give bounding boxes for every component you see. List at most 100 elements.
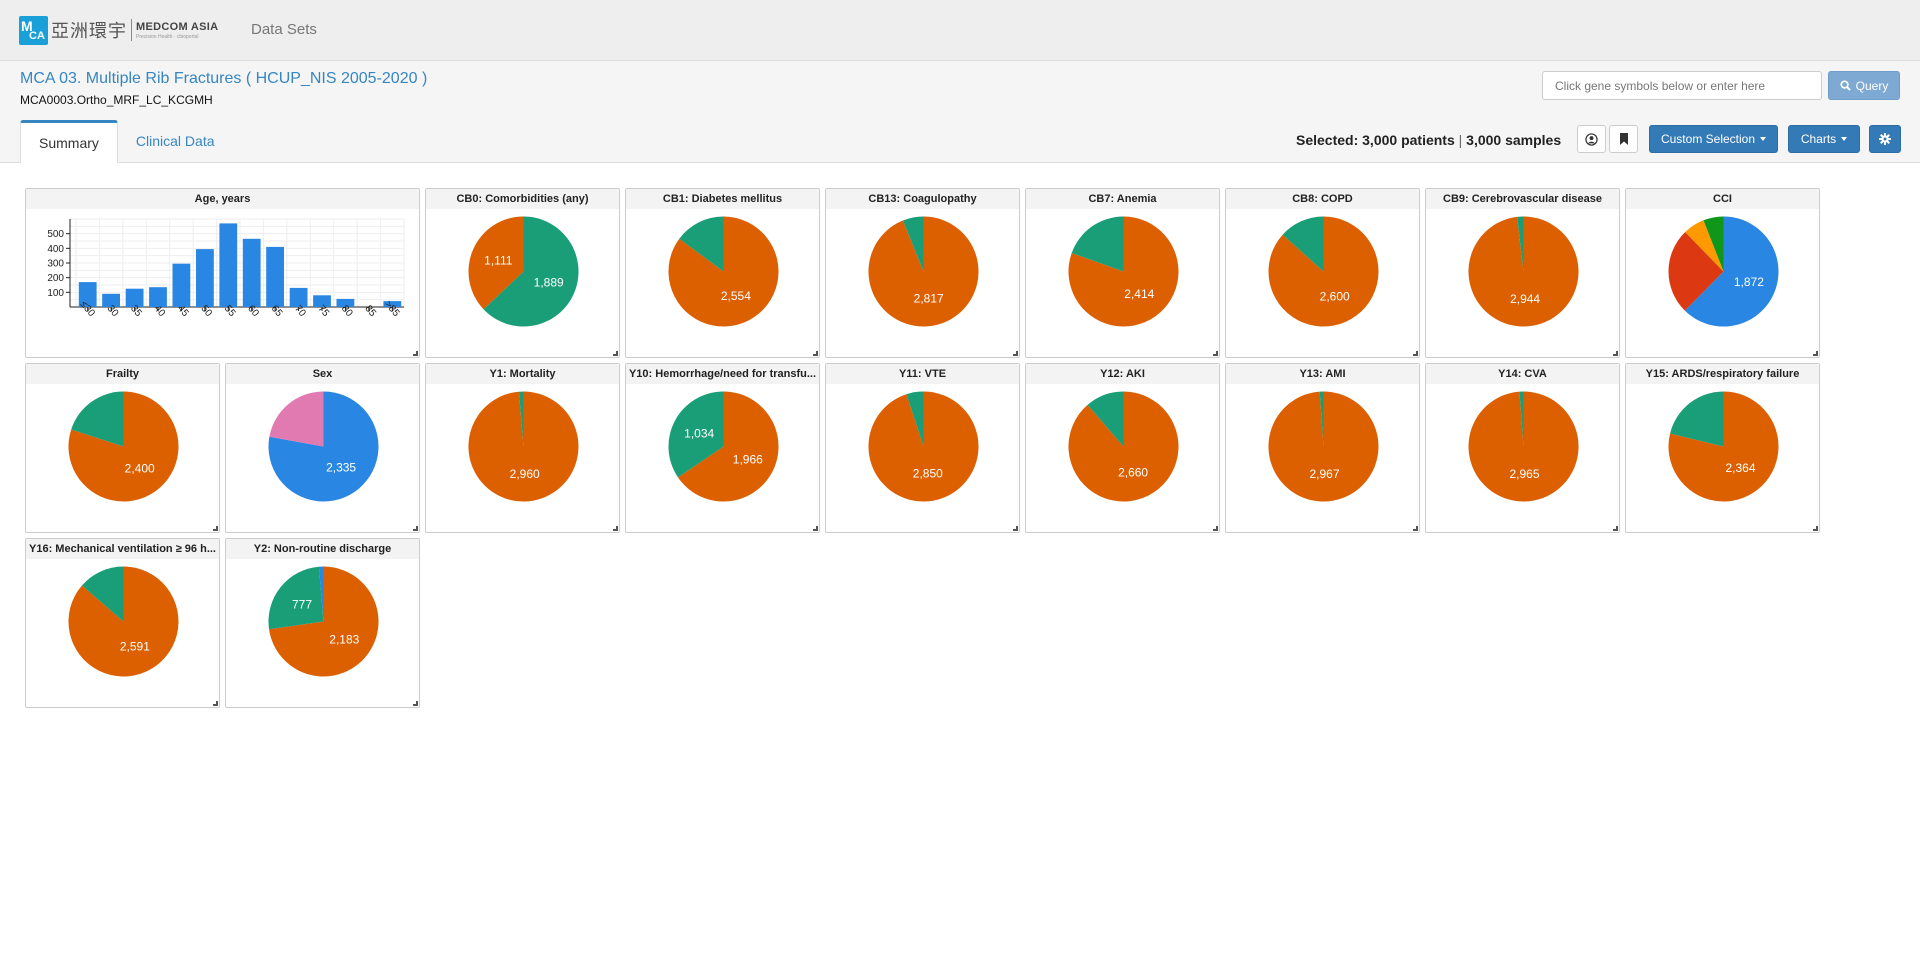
bar[interactable]: [196, 249, 214, 307]
pie-slice[interactable]: [1668, 232, 1724, 311]
bar[interactable]: [125, 288, 144, 307]
pie-slice[interactable]: [1685, 220, 1724, 272]
chart-card-cb0-comorbidities-any[interactable]: CB0: Comorbidities (any) 1,889 1,111: [425, 188, 620, 358]
bar[interactable]: [266, 246, 284, 307]
query-button[interactable]: Query: [1828, 71, 1900, 100]
chart-card-y12-aki[interactable]: Y12: AKI 2,660: [1025, 363, 1220, 533]
pie-chart[interactable]: 2,335: [268, 391, 379, 502]
pie-slice[interactable]: [269, 391, 324, 447]
pie-chart[interactable]: 1,872: [1668, 216, 1779, 327]
pie-slice[interactable]: [268, 391, 379, 502]
resize-handle-icon[interactable]: [1013, 351, 1018, 356]
pie-slice[interactable]: [1670, 391, 1724, 447]
resize-handle-icon[interactable]: [1613, 526, 1618, 531]
selected-patients[interactable]: 3,000 patients: [1362, 132, 1455, 148]
pie-slice[interactable]: [679, 216, 724, 272]
pie-slice[interactable]: [1517, 216, 1524, 272]
chart-card-cb9-cerebrovascular-disease[interactable]: CB9: Cerebrovascular disease 2,944: [1425, 188, 1620, 358]
pie-slice[interactable]: [1684, 216, 1779, 327]
pie-slice[interactable]: [68, 566, 179, 677]
resize-handle-icon[interactable]: [1213, 526, 1218, 531]
tab-summary[interactable]: Summary: [20, 120, 118, 163]
pie-slice[interactable]: [1282, 216, 1324, 272]
bar[interactable]: [219, 223, 238, 307]
pie-slice[interactable]: [71, 391, 124, 447]
pie-slice[interactable]: [902, 216, 924, 272]
resize-handle-icon[interactable]: [813, 351, 818, 356]
nav-data-sets-link[interactable]: Data Sets: [251, 21, 317, 38]
pie-slice[interactable]: [483, 216, 579, 327]
bar[interactable]: [383, 301, 402, 307]
pie-slice[interactable]: [677, 391, 779, 502]
pie-chart[interactable]: 2,183 777: [268, 566, 379, 677]
pie-chart[interactable]: 2,400: [68, 391, 179, 502]
pie-slice[interactable]: [1519, 391, 1524, 447]
chart-card-cb7-anemia[interactable]: CB7: Anemia 2,414: [1025, 188, 1220, 358]
pie-slice[interactable]: [1468, 391, 1579, 502]
chart-card-y11-vte[interactable]: Y11: VTE 2,850: [825, 363, 1020, 533]
charts-button[interactable]: Charts: [1788, 125, 1860, 153]
pie-chart[interactable]: 2,817: [868, 216, 979, 327]
study-title[interactable]: MCA 03. Multiple Rib Fractures ( HCUP_NI…: [20, 70, 428, 87]
pie-slice[interactable]: [1068, 391, 1179, 502]
chart-card-y1-mortality[interactable]: Y1: Mortality 2,960: [425, 363, 620, 533]
pie-slice[interactable]: [1319, 391, 1324, 447]
pie-slice[interactable]: [1268, 391, 1379, 502]
chart-card-sex[interactable]: Sex 2,335: [225, 363, 420, 533]
pie-chart[interactable]: 2,414: [1068, 216, 1179, 327]
pie-slice[interactable]: [1268, 216, 1379, 327]
pie-slice[interactable]: [318, 566, 324, 622]
pie-chart[interactable]: 2,944: [1468, 216, 1579, 327]
bar[interactable]: [242, 238, 261, 307]
medcom-asia-logo[interactable]: M CA 亞洲環宇 MEDCOM ASIA Precision Health · …: [19, 15, 218, 45]
pie-slice[interactable]: [518, 391, 524, 447]
pie-slice[interactable]: [68, 391, 179, 502]
resize-handle-icon[interactable]: [1013, 526, 1018, 531]
resize-handle-icon[interactable]: [813, 526, 818, 531]
chart-card-cb1-diabetes-mellitus[interactable]: CB1: Diabetes mellitus 2,554: [625, 188, 820, 358]
chart-card-y16-mechanical-ventilation-96-h[interactable]: Y16: Mechanical ventilation ≥ 96 h... 2,5…: [25, 538, 220, 708]
bar[interactable]: [313, 295, 331, 307]
selected-samples[interactable]: 3,000 samples: [1466, 132, 1562, 148]
resize-handle-icon[interactable]: [413, 351, 418, 356]
tab-clinical-data[interactable]: Clinical Data: [135, 133, 215, 149]
pie-slice[interactable]: [868, 391, 979, 502]
pie-slice[interactable]: [668, 216, 779, 327]
user-button[interactable]: [1577, 125, 1606, 153]
pie-chart[interactable]: 2,965: [1468, 391, 1579, 502]
pie-chart[interactable]: 2,591: [68, 566, 179, 677]
pie-slice[interactable]: [468, 391, 579, 502]
bar[interactable]: [172, 263, 191, 307]
pie-chart[interactable]: 2,850: [868, 391, 979, 502]
gene-query-input[interactable]: [1542, 71, 1822, 100]
pie-chart[interactable]: 2,660: [1068, 391, 1179, 502]
pie-chart[interactable]: 2,967: [1268, 391, 1379, 502]
chart-card-y15-ards-respiratory-failure[interactable]: Y15: ARDS/respiratory failure 2,364: [1625, 363, 1820, 533]
pie-slice[interactable]: [1087, 391, 1124, 447]
pie-slice[interactable]: [1703, 216, 1724, 272]
pie-chart[interactable]: 2,600: [1268, 216, 1379, 327]
resize-handle-icon[interactable]: [1813, 351, 1818, 356]
bar[interactable]: [102, 293, 120, 307]
pie-slice[interactable]: [1068, 216, 1179, 327]
bar[interactable]: [336, 298, 355, 307]
chart-card-age-years[interactable]: Age, years 100 200 300 400 500 ≤30 30 35 40 45 50 55…: [25, 188, 420, 358]
resize-handle-icon[interactable]: [1413, 526, 1418, 531]
resize-handle-icon[interactable]: [413, 526, 418, 531]
pie-slice[interactable]: [1071, 216, 1124, 272]
pie-chart[interactable]: 1,889 1,111: [468, 216, 579, 327]
pie-chart[interactable]: 2,554: [668, 216, 779, 327]
pie-chart[interactable]: 2,364: [1668, 391, 1779, 502]
pie-chart[interactable]: 2,960: [468, 391, 579, 502]
resize-handle-icon[interactable]: [613, 526, 618, 531]
custom-selection-button[interactable]: Custom Selection: [1649, 125, 1778, 153]
resize-handle-icon[interactable]: [213, 701, 218, 706]
pie-slice[interactable]: [268, 566, 324, 630]
pie-slice[interactable]: [668, 391, 724, 478]
bookmark-button[interactable]: [1609, 125, 1638, 153]
pie-slice[interactable]: [1468, 216, 1579, 327]
settings-button[interactable]: [1869, 125, 1901, 153]
pie-slice[interactable]: [906, 391, 924, 447]
chart-card-cb13-coagulopathy[interactable]: CB13: Coagulopathy 2,817: [825, 188, 1020, 358]
pie-slice[interactable]: [81, 566, 124, 622]
